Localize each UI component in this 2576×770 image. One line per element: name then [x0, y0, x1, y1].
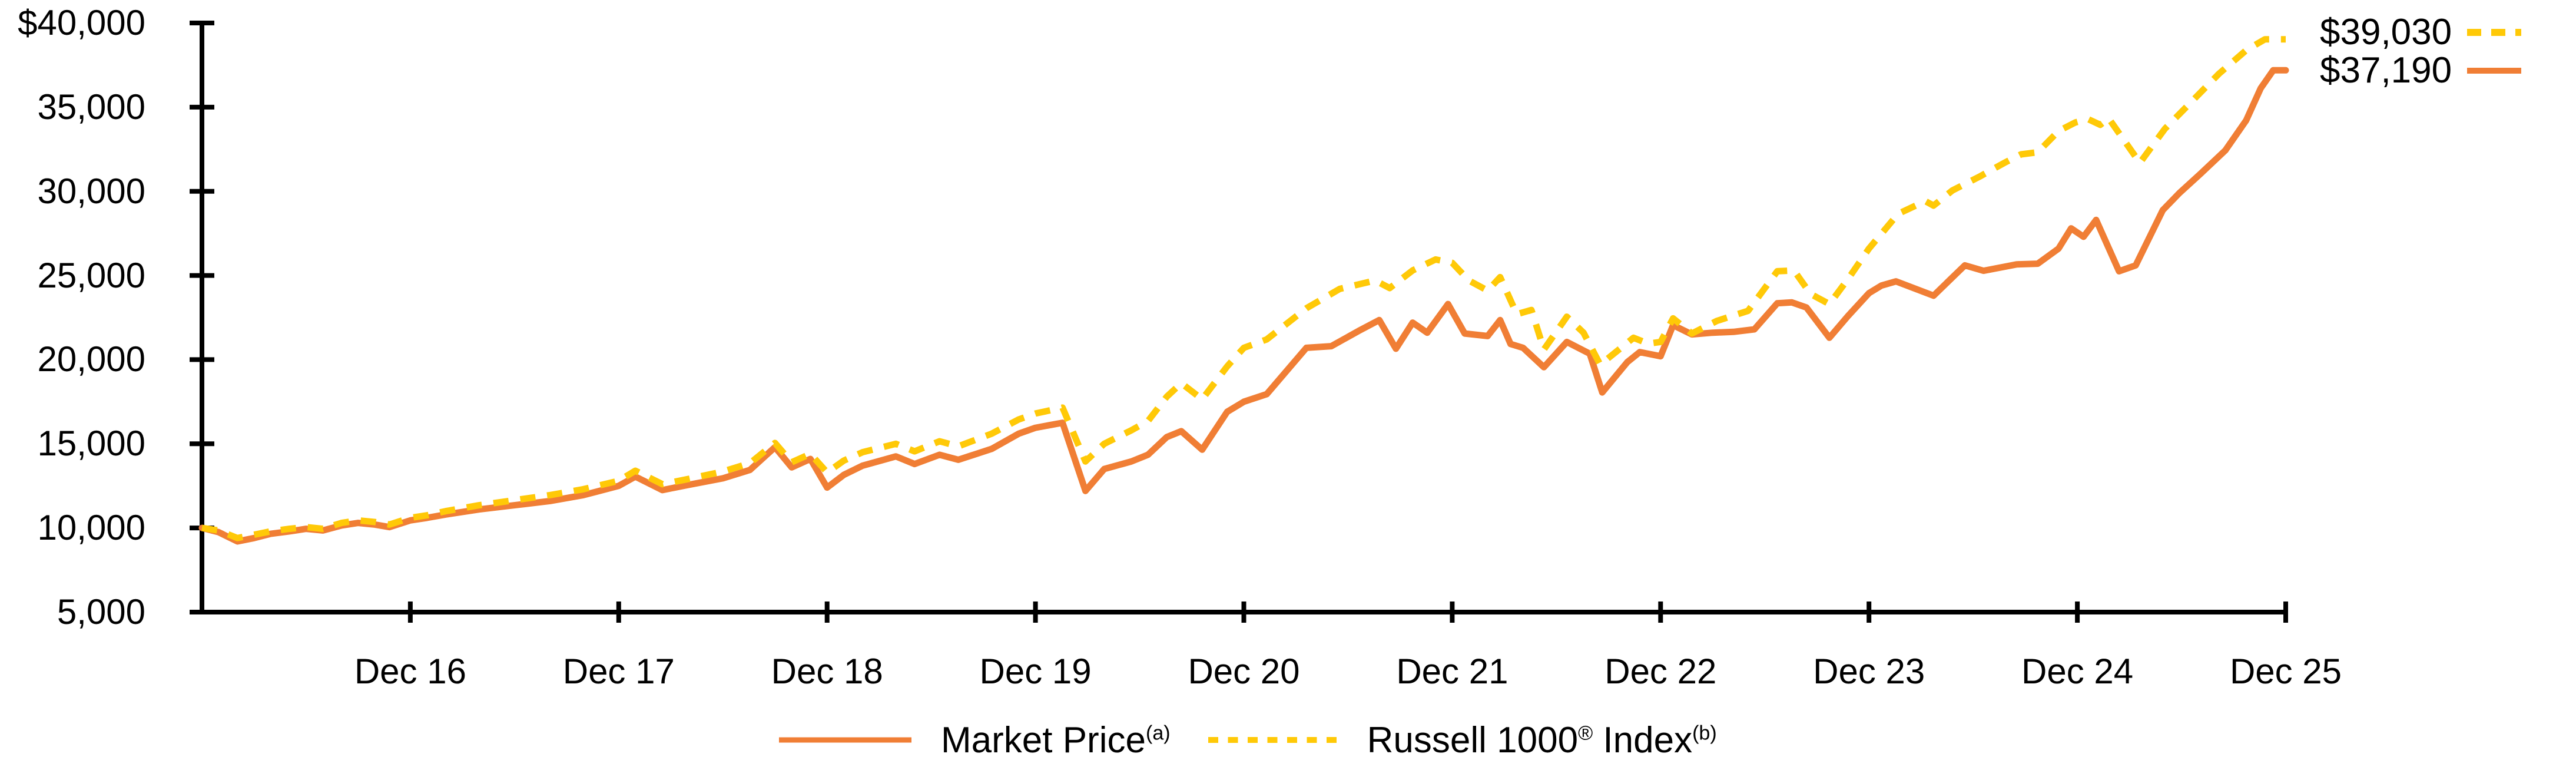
legend-label-market-price: Market Price(a) — [941, 719, 1171, 761]
russell-end-value: $39,030 — [2320, 12, 2452, 52]
y-axis-label: 5,000 — [57, 592, 145, 632]
registered-trademark-sup: ® — [1578, 721, 1593, 744]
x-axis-label: Dec 25 — [2229, 652, 2342, 691]
russell-dashed-line-icon — [2467, 28, 2522, 36]
y-axis-label: 20,000 — [37, 339, 145, 379]
russell-1000-index-line — [201, 36, 2286, 541]
chart-legend: Market Price(a) Russell 1000® Index(b) — [779, 716, 1717, 764]
x-axis-label: Dec 19 — [979, 652, 1092, 691]
market-solid-line-icon — [2467, 67, 2522, 74]
y-axis-label: 25,000 — [37, 255, 145, 295]
russell-index-line-swatch-icon — [1208, 737, 1338, 743]
end-label-market-row: $37,190 — [2320, 50, 2522, 91]
x-axis-label: Dec 21 — [1396, 652, 1509, 691]
y-axis-label: $40,000 — [18, 3, 145, 42]
x-axis-label: Dec 22 — [1604, 652, 1717, 691]
x-axis-label: Dec 18 — [771, 652, 883, 691]
y-axis-label: 10,000 — [37, 508, 145, 548]
end-value-labels: $39,030 $37,190 — [2320, 12, 2522, 91]
y-axis-label: 15,000 — [37, 424, 145, 464]
axis-lines — [200, 21, 2286, 614]
x-axis-label: Dec 23 — [1813, 652, 1925, 691]
legend-item-market-price: Market Price(a) — [779, 719, 1171, 761]
market-price-line-swatch-icon — [779, 737, 911, 743]
x-axis-label: Dec 17 — [562, 652, 675, 691]
market-price-footnote-sup: (a) — [1145, 721, 1171, 744]
y-axis-label: 30,000 — [37, 171, 145, 211]
market-end-value: $37,190 — [2320, 50, 2452, 91]
x-axis-label: Dec 24 — [2021, 652, 2134, 691]
end-label-russell-row: $39,030 — [2320, 12, 2522, 52]
legend-label-russell-index: Russell 1000® Index(b) — [1367, 719, 1717, 761]
russell-footnote-sup: (b) — [1692, 721, 1717, 744]
y-axis-label: 35,000 — [37, 87, 145, 127]
legend-item-russell-index: Russell 1000® Index(b) — [1208, 719, 1717, 761]
market-price-line — [198, 67, 2289, 545]
x-axis-label: Dec 16 — [354, 652, 466, 691]
x-axis-label: Dec 20 — [1188, 652, 1300, 691]
